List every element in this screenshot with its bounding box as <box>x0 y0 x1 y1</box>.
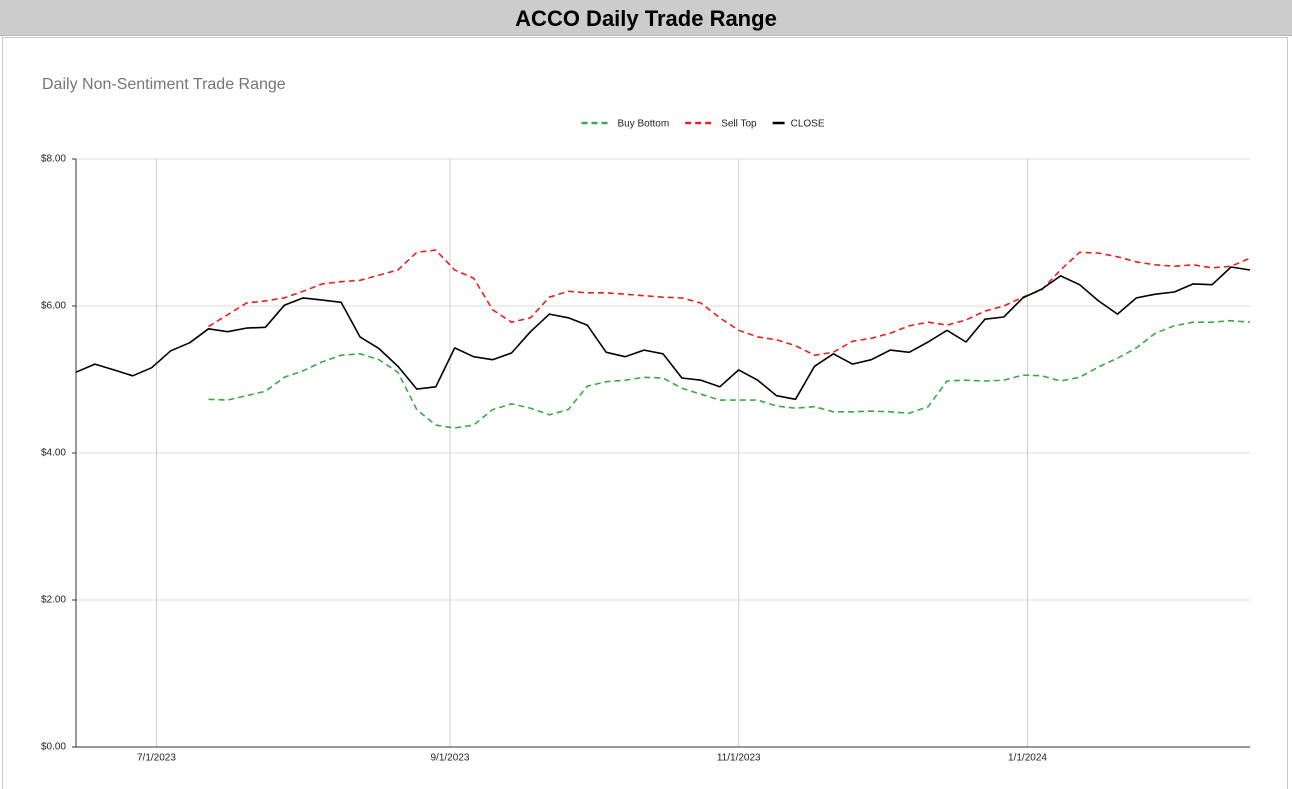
y-tick-label: $6.00 <box>41 301 66 312</box>
legend-label: CLOSE <box>791 119 825 130</box>
legend-label: Sell Top <box>721 119 757 130</box>
line-series <box>208 319 1251 429</box>
x-tick-label: 11/1/2023 <box>717 753 761 764</box>
y-tick-label: $2.00 <box>41 595 66 606</box>
chart-panel <box>2 37 1288 789</box>
line-series <box>75 266 1251 401</box>
line-series <box>208 249 1251 356</box>
x-tick-label: 7/1/2023 <box>137 753 176 764</box>
page-title: ACCO Daily Trade Range <box>0 0 1292 36</box>
x-tick-label: 9/1/2023 <box>431 753 470 764</box>
y-tick-label: $4.00 <box>41 448 66 459</box>
chart-title: Daily Non-Sentiment Trade Range <box>42 76 286 93</box>
y-tick-label: $8.00 <box>41 154 66 165</box>
legend-label: Buy Bottom <box>617 119 669 130</box>
y-tick-label: $0.00 <box>41 742 66 753</box>
x-tick-label: 1/1/2024 <box>1008 753 1047 764</box>
